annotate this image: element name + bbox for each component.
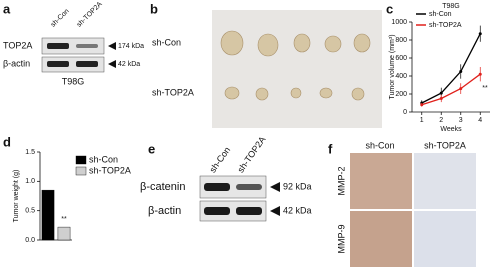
tumor	[255, 87, 269, 101]
x-tick-label: 4	[478, 117, 482, 124]
tumor	[324, 35, 342, 53]
y-tick-label: 0.5	[25, 208, 35, 215]
row-label: β-actin	[3, 58, 30, 68]
y-axis-label: Tumor volume (mm³)	[389, 34, 396, 99]
ihc-image	[414, 211, 476, 267]
size-label: 92 kDa	[283, 181, 312, 191]
annotation: **	[61, 216, 67, 223]
band	[204, 183, 230, 191]
tumors	[220, 30, 371, 101]
x-tick-label: 1	[420, 117, 424, 124]
point	[478, 72, 482, 76]
tumor	[293, 33, 311, 53]
x-axis-label: Weeks	[440, 126, 462, 133]
point	[478, 32, 482, 36]
legend-swatch	[75, 155, 87, 165]
ihc-image	[350, 211, 412, 267]
tumor	[353, 33, 371, 53]
panel-label: f	[328, 141, 333, 156]
point	[420, 103, 424, 107]
arrow	[270, 206, 280, 216]
tumor	[224, 86, 240, 100]
band	[204, 207, 230, 215]
size-label: 42 kDa	[283, 205, 312, 215]
panel-label: a	[3, 1, 11, 16]
blot	[199, 175, 267, 199]
legend-label: sh-Con	[429, 11, 452, 18]
row-label: MMP-2	[336, 167, 346, 196]
series-line	[421, 33, 481, 104]
band	[47, 43, 69, 49]
chart-title: T98G	[442, 3, 460, 10]
group-label: sh-Con	[50, 8, 71, 29]
legend-swatch	[75, 166, 87, 176]
panel-label: e	[148, 141, 155, 156]
group-label: sh-Con	[207, 145, 232, 175]
tumor	[319, 87, 333, 99]
tumor	[257, 33, 279, 57]
y-tick-label: 0.0	[25, 237, 35, 244]
legend-label: sh-Con	[89, 154, 118, 164]
point	[439, 91, 443, 95]
legend-label: sh-TOP2A	[429, 22, 462, 29]
legend-label: sh-TOP2A	[89, 165, 131, 175]
series-line	[421, 73, 481, 106]
cell-line: T98G	[62, 76, 85, 86]
tumor	[351, 87, 365, 101]
size-label: 174 kDa	[118, 43, 144, 50]
group-label: sh-TOP2A	[424, 140, 466, 150]
group-label: sh-TOP2A	[235, 134, 267, 174]
y-tick-label: 800	[395, 37, 407, 44]
row-label: TOP2A	[3, 40, 32, 50]
group-label: sh-TOP2A	[76, 1, 104, 29]
arrow	[270, 182, 280, 192]
row-label: β-actin	[148, 205, 181, 217]
blot	[199, 200, 267, 222]
y-tick-label: 400	[395, 73, 407, 80]
y-tick-label: 1.5	[25, 149, 35, 156]
photo	[212, 10, 382, 128]
band	[236, 207, 262, 215]
blot	[41, 37, 105, 55]
row-label: sh-TOP2A	[152, 87, 194, 97]
y-tick-label: 600	[395, 55, 407, 62]
bar	[41, 189, 55, 241]
y-axis-label: Tumor weight (g)	[13, 170, 20, 223]
row-label: sh-Con	[152, 37, 181, 47]
row-label: MMP-9	[336, 225, 346, 254]
panel-label: c	[386, 1, 393, 16]
tumor	[290, 87, 302, 99]
size-label: 42 kDa	[118, 61, 140, 68]
point	[439, 97, 443, 100]
blot	[41, 56, 105, 73]
panel-label: b	[150, 1, 158, 16]
annotation: **	[482, 85, 488, 92]
group-label: sh-Con	[365, 140, 394, 150]
y-tick-label: 0	[403, 109, 407, 116]
bar	[57, 226, 71, 241]
band	[236, 184, 262, 190]
arrow	[108, 42, 116, 50]
row-label: β-catenin	[140, 181, 185, 193]
y-tick-label: 1.0	[25, 178, 35, 185]
ihc-image	[350, 153, 412, 209]
band	[76, 61, 98, 67]
point	[459, 87, 463, 91]
x-tick-label: 2	[439, 117, 443, 124]
arrow	[108, 60, 116, 68]
ihc-image	[414, 153, 476, 209]
y-tick-label: 200	[395, 91, 407, 98]
tumor	[220, 30, 244, 56]
y-tick-label: 1000	[391, 19, 407, 26]
x-tick-label: 3	[459, 117, 463, 124]
panel-label: d	[3, 134, 11, 149]
point	[459, 70, 463, 73]
band	[76, 44, 98, 48]
band	[47, 61, 69, 67]
